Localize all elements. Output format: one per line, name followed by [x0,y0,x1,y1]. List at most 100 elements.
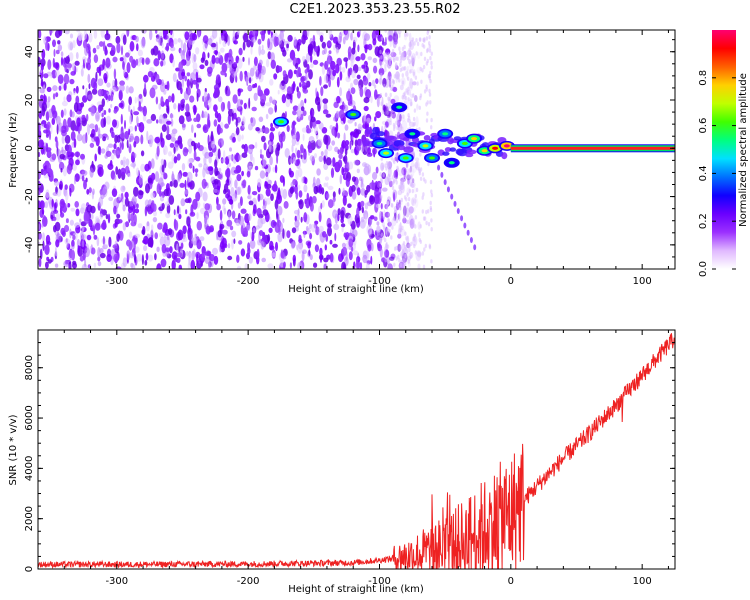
noise-speckle [74,151,81,158]
noise-speckle [264,181,269,189]
noise-speckle [405,207,410,218]
noise-speckle [241,134,244,140]
noise-speckle [292,157,296,165]
noise-speckle [380,232,384,237]
noise-speckle [51,198,54,208]
noise-speckle [127,173,132,178]
noise-speckle [207,38,213,46]
noise-speckle [207,166,214,172]
noise-speckle [136,116,139,125]
noise-speckle [385,160,389,166]
noise-speckle [405,171,410,176]
noise-speckle [38,139,44,149]
noise-speckle [178,264,183,269]
noise-speckle [372,147,377,155]
noise-speckle [38,257,42,268]
noise-speckle [384,246,387,251]
noise-speckle [361,206,364,214]
noise-speckle [140,37,146,49]
noise-speckle [267,38,270,49]
noise-speckle [352,36,358,43]
noise-speckle [156,263,162,269]
noise-speckle [394,190,397,195]
y-tick-label: 40 [24,45,35,58]
noise-speckle [289,49,296,61]
noise-speckle [198,163,203,168]
noise-speckle [160,258,167,268]
noise-speckle [408,53,411,58]
noise-speckle [184,179,187,190]
noise-speckle [299,82,302,88]
noise-speckle [423,247,426,252]
noise-speckle [344,124,349,131]
signal-blob-peak [442,132,449,136]
noise-speckle [332,191,336,199]
noise-speckle [323,182,327,187]
noise-speckle [413,54,416,59]
noise-speckle [295,62,299,69]
noise-speckle [381,60,384,65]
noise-speckle [216,196,219,206]
noise-speckle [97,166,104,177]
noise-speckle [39,87,45,94]
noise-speckle [158,31,163,39]
noise-speckle [412,116,416,122]
noise-speckle [408,81,414,91]
noise-speckle [364,189,369,196]
signal-blob-peak [492,146,499,150]
noise-speckle [216,203,221,211]
noise-speckle [426,47,430,52]
noise-speckle [217,96,223,103]
noise-speckle [228,162,231,167]
noise-speckle [338,109,345,119]
noise-speckle [305,72,308,83]
noise-speckle [427,222,431,227]
noise-speckle [41,223,44,228]
noise-speckle [311,195,317,204]
noise-speckle [105,150,112,157]
noise-speckle [43,215,46,224]
noise-speckle [274,180,277,191]
noise-speckle [286,92,292,100]
noise-speckle [90,213,94,220]
noise-speckle [59,198,65,209]
streak-mark [450,193,454,200]
y-tick-label: 0 [24,145,35,151]
noise-speckle [269,240,274,250]
noise-speckle [413,207,416,212]
noise-speckle [165,133,172,141]
noise-speckle [253,92,258,102]
noise-speckle [392,79,395,85]
noise-speckle [229,177,233,188]
noise-speckle [182,123,186,131]
noise-speckle [402,258,405,263]
noise-speckle [427,161,430,167]
noise-speckle [289,170,294,178]
noise-speckle [204,251,211,256]
noise-speckle [219,127,223,134]
noise-speckle [253,64,257,71]
noise-speckle [153,58,160,67]
noise-speckle [404,246,407,252]
noise-speckle [65,56,70,65]
noise-speckle [249,192,252,201]
noise-speckle [310,223,316,233]
noise-speckle [255,127,260,132]
noise-speckle [341,261,346,269]
noise-speckle [179,182,185,188]
noise-speckle [274,164,278,174]
noise-speckle [385,103,388,108]
noise-speckle [75,85,79,94]
noise-speckle [186,250,189,257]
noise-speckle [64,184,68,190]
noise-speckle [407,86,410,92]
noise-speckle [292,105,299,111]
noise-speckle [313,126,319,135]
noise-speckle [282,70,287,78]
noise-speckle [186,86,191,96]
noise-speckle [281,80,285,87]
noise-speckle [119,84,125,92]
noise-speckle [257,217,264,229]
